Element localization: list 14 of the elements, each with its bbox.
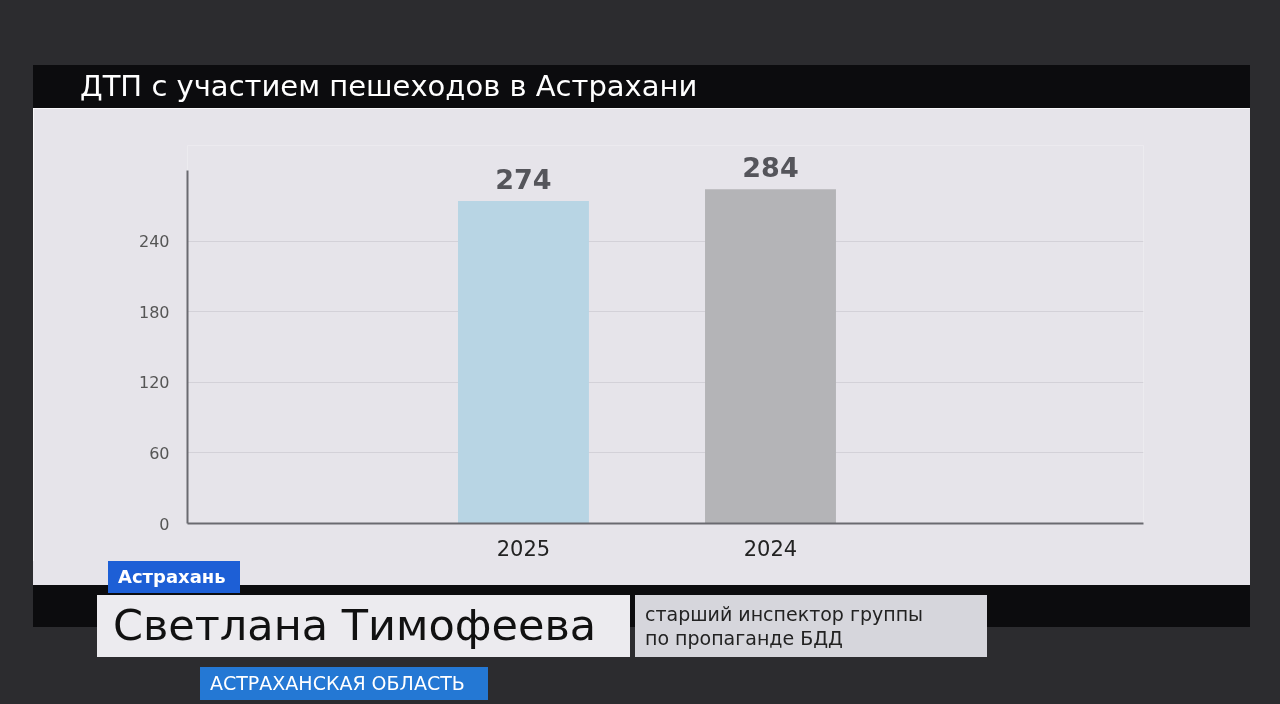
y-tick-label: 0: [159, 514, 170, 534]
y-tick-label: 120: [138, 373, 170, 393]
y-tick-label: 240: [138, 232, 170, 252]
data-label: 274: [495, 164, 552, 196]
x-tick-label: 2024: [743, 536, 798, 561]
chart-title: ДТП с участием пешеходов в Астрахани: [80, 67, 698, 105]
y-tick-label: 60: [149, 443, 170, 463]
text: Астрахань: [118, 565, 226, 590]
text: старший инспектор группы по пропаганде БДД: [645, 602, 924, 650]
data-label: 284: [742, 152, 799, 184]
y-tick-label: 180: [138, 302, 170, 322]
text: АСТРАХАНСКАЯ ОБЛАСТЬ: [210, 670, 465, 696]
text: Светлана Тимофеева: [113, 599, 597, 653]
x-tick-label: 2025: [496, 536, 551, 561]
